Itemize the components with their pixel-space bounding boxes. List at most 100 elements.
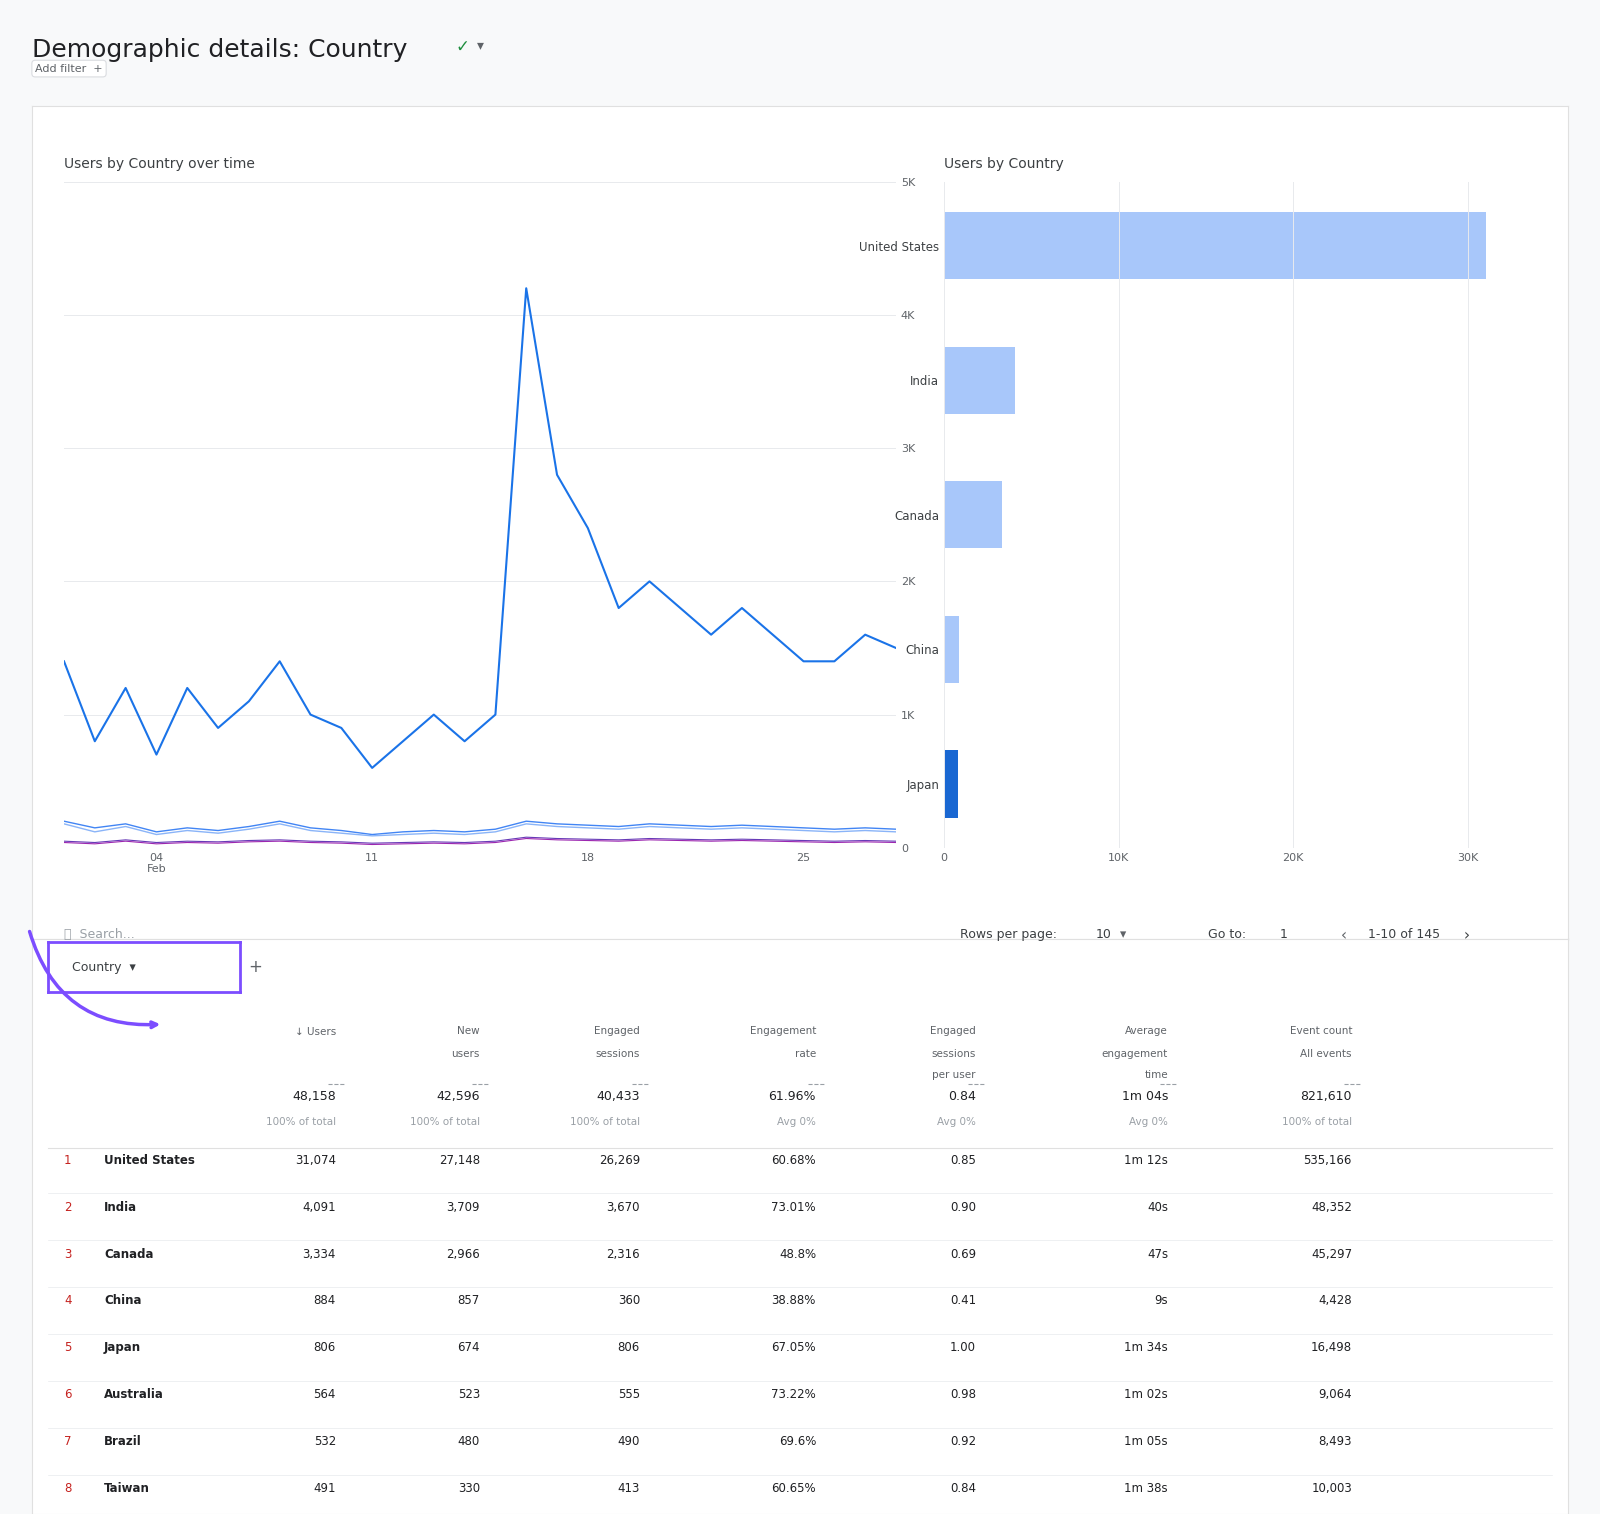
Text: Average: Average bbox=[1125, 1026, 1168, 1037]
Bar bbox=[944, 616, 960, 683]
Text: 16,498: 16,498 bbox=[1310, 1341, 1352, 1355]
Text: 3: 3 bbox=[64, 1248, 72, 1261]
Text: 2,316: 2,316 bbox=[606, 1248, 640, 1261]
Text: 10,003: 10,003 bbox=[1312, 1482, 1352, 1496]
Text: 73.22%: 73.22% bbox=[771, 1388, 816, 1402]
Text: Australia: Australia bbox=[104, 1388, 163, 1402]
Text: 480: 480 bbox=[458, 1435, 480, 1449]
Text: 48,158: 48,158 bbox=[293, 1090, 336, 1104]
Text: ‹: ‹ bbox=[1341, 928, 1347, 943]
Text: 67.05%: 67.05% bbox=[771, 1341, 816, 1355]
Text: India: India bbox=[104, 1201, 138, 1214]
Text: 0.98: 0.98 bbox=[950, 1388, 976, 1402]
Text: 26,269: 26,269 bbox=[598, 1154, 640, 1167]
Text: 806: 806 bbox=[618, 1341, 640, 1355]
Text: 8: 8 bbox=[64, 1482, 72, 1496]
Text: 857: 857 bbox=[458, 1294, 480, 1308]
Text: 40s: 40s bbox=[1147, 1201, 1168, 1214]
Text: Japan: Japan bbox=[104, 1341, 141, 1355]
Text: 806: 806 bbox=[314, 1341, 336, 1355]
Text: 1: 1 bbox=[1280, 928, 1288, 942]
Text: ✓: ✓ bbox=[456, 38, 470, 56]
Text: All events: All events bbox=[1301, 1049, 1352, 1060]
Text: 2,966: 2,966 bbox=[446, 1248, 480, 1261]
Text: Rows per page:: Rows per page: bbox=[960, 928, 1058, 942]
Text: Event count: Event count bbox=[1290, 1026, 1352, 1037]
Text: China: China bbox=[104, 1294, 141, 1308]
Text: Users by Country: Users by Country bbox=[944, 157, 1064, 171]
Text: Taiwan: Taiwan bbox=[104, 1482, 150, 1496]
Text: 100% of total: 100% of total bbox=[266, 1117, 336, 1128]
Text: ›: › bbox=[1464, 928, 1470, 943]
Text: 413: 413 bbox=[618, 1482, 640, 1496]
Text: engagement: engagement bbox=[1102, 1049, 1168, 1060]
Text: 10: 10 bbox=[1096, 928, 1112, 942]
Text: 48,352: 48,352 bbox=[1310, 1201, 1352, 1214]
Text: 4: 4 bbox=[64, 1294, 72, 1308]
Text: 3,709: 3,709 bbox=[446, 1201, 480, 1214]
Text: 1m 04s: 1m 04s bbox=[1122, 1090, 1168, 1104]
Text: 45,297: 45,297 bbox=[1310, 1248, 1352, 1261]
Text: Avg 0%: Avg 0% bbox=[1130, 1117, 1168, 1128]
Text: rate: rate bbox=[795, 1049, 816, 1060]
Bar bbox=[944, 751, 958, 818]
Text: 1.00: 1.00 bbox=[950, 1341, 976, 1355]
Text: per user: per user bbox=[933, 1070, 976, 1081]
Text: 47s: 47s bbox=[1147, 1248, 1168, 1261]
Text: 0.84: 0.84 bbox=[950, 1482, 976, 1496]
Text: 490: 490 bbox=[618, 1435, 640, 1449]
Text: 8,493: 8,493 bbox=[1318, 1435, 1352, 1449]
Text: 31,074: 31,074 bbox=[294, 1154, 336, 1167]
Text: 535,166: 535,166 bbox=[1304, 1154, 1352, 1167]
Text: 4,428: 4,428 bbox=[1318, 1294, 1352, 1308]
Text: sessions: sessions bbox=[931, 1049, 976, 1060]
Text: 0.84: 0.84 bbox=[949, 1090, 976, 1104]
Text: sessions: sessions bbox=[595, 1049, 640, 1060]
Text: 2: 2 bbox=[64, 1201, 72, 1214]
Text: 1m 12s: 1m 12s bbox=[1125, 1154, 1168, 1167]
Text: Engaged: Engaged bbox=[594, 1026, 640, 1037]
Text: 0.69: 0.69 bbox=[950, 1248, 976, 1261]
Legend: United States, India, Canada, Japan, China: United States, India, Canada, Japan, Chi… bbox=[69, 945, 413, 963]
Text: Engagement: Engagement bbox=[750, 1026, 816, 1037]
Text: New: New bbox=[458, 1026, 480, 1037]
Text: 1m 34s: 1m 34s bbox=[1125, 1341, 1168, 1355]
Text: 40,433: 40,433 bbox=[597, 1090, 640, 1104]
Text: 0.41: 0.41 bbox=[950, 1294, 976, 1308]
Text: 6: 6 bbox=[64, 1388, 72, 1402]
Text: 0.92: 0.92 bbox=[950, 1435, 976, 1449]
Text: 330: 330 bbox=[458, 1482, 480, 1496]
Text: 61.96%: 61.96% bbox=[768, 1090, 816, 1104]
Text: 69.6%: 69.6% bbox=[779, 1435, 816, 1449]
Text: 27,148: 27,148 bbox=[438, 1154, 480, 1167]
Text: 4,091: 4,091 bbox=[302, 1201, 336, 1214]
Text: Engaged: Engaged bbox=[930, 1026, 976, 1037]
Text: Canada: Canada bbox=[104, 1248, 154, 1261]
Text: 60.65%: 60.65% bbox=[771, 1482, 816, 1496]
Text: 1m 02s: 1m 02s bbox=[1125, 1388, 1168, 1402]
Text: 5: 5 bbox=[64, 1341, 72, 1355]
Text: users: users bbox=[451, 1049, 480, 1060]
Text: 100% of total: 100% of total bbox=[1282, 1117, 1352, 1128]
Bar bbox=[944, 212, 1486, 279]
Text: 100% of total: 100% of total bbox=[410, 1117, 480, 1128]
Text: 73.01%: 73.01% bbox=[771, 1201, 816, 1214]
Text: ▾: ▾ bbox=[477, 38, 483, 51]
Text: 🔍  Search...: 🔍 Search... bbox=[64, 928, 134, 942]
Text: 9,064: 9,064 bbox=[1318, 1388, 1352, 1402]
Text: Avg 0%: Avg 0% bbox=[778, 1117, 816, 1128]
Text: Users by Country over time: Users by Country over time bbox=[64, 157, 254, 171]
Text: Add filter  +: Add filter + bbox=[35, 64, 102, 74]
Text: 0.90: 0.90 bbox=[950, 1201, 976, 1214]
Text: 360: 360 bbox=[618, 1294, 640, 1308]
Text: United States: United States bbox=[104, 1154, 195, 1167]
Text: 532: 532 bbox=[314, 1435, 336, 1449]
Text: 1m 38s: 1m 38s bbox=[1125, 1482, 1168, 1496]
Text: 100% of total: 100% of total bbox=[570, 1117, 640, 1128]
Text: Demographic details: Country: Demographic details: Country bbox=[32, 38, 408, 62]
Text: 1: 1 bbox=[64, 1154, 72, 1167]
Text: 9s: 9s bbox=[1154, 1294, 1168, 1308]
Text: ↓ Users: ↓ Users bbox=[294, 1026, 336, 1037]
Text: time: time bbox=[1144, 1070, 1168, 1081]
Text: 555: 555 bbox=[618, 1388, 640, 1402]
